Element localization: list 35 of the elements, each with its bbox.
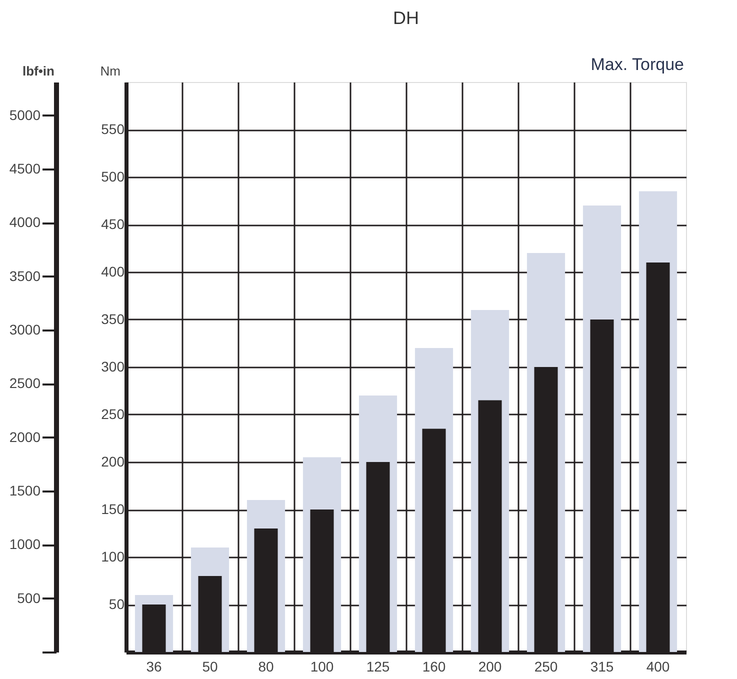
y2-tick-label: 3500 [9,268,41,284]
x-tick-label: 315 [590,658,614,674]
y2-tick-label: 3000 [9,321,41,338]
y2-tick-label: 1000 [9,536,41,552]
y2-tick-label: 2000 [9,428,41,445]
x-tick-label: 160 [422,658,446,674]
y-tick-label: 150 [101,501,125,517]
x-tick-label: 125 [366,658,390,674]
y-tick-label: 300 [101,358,125,374]
y2-tick-label: 2500 [9,375,41,392]
chart-title: DH [393,8,419,28]
y-axis-title: Nm [100,64,120,78]
y-tick-label: 550 [101,121,125,137]
y-tick-label: 350 [101,311,125,327]
x-tick-label: 50 [202,658,218,674]
y2-tick-label: 4500 [9,160,41,176]
x-tick-label: 36 [146,658,162,674]
x-tick-label: 100 [310,658,334,674]
y-tick-label: 50 [108,596,125,612]
x-tick-label: 200 [478,658,502,674]
y-tick-label: 450 [101,216,125,232]
text: Max. Torque [590,55,684,74]
x-tick-label: 400 [646,658,670,674]
y-tick-label: 400 [101,264,125,280]
y2-tick-label: 500 [17,590,41,606]
y-tick-label: 250 [101,406,125,422]
x-tick-label: 80 [258,658,274,674]
y2-tick-label: 1500 [9,482,41,498]
y2-tick-label: 5000 [9,106,41,123]
y2-axis-title: lbf•in [22,64,55,78]
x-tick-label: 250 [534,658,558,674]
y2-tick-label: 4000 [9,214,41,230]
y-tick-label: 100 [101,548,125,564]
y-tick-label: 200 [101,454,125,470]
y-tick-label: 500 [101,168,125,184]
